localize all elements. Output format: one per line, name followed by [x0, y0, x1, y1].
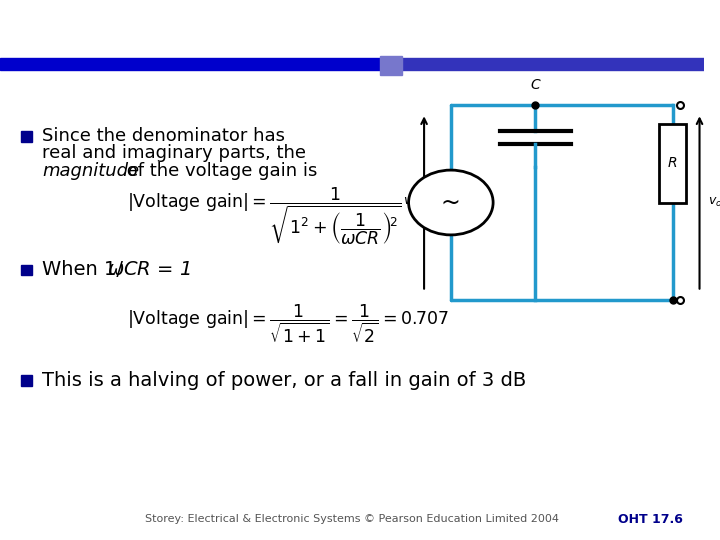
- Text: $\omega$CR = 1: $\omega$CR = 1: [107, 260, 191, 279]
- Text: magnitude: magnitude: [42, 162, 140, 180]
- Text: $v_i$: $v_i$: [402, 196, 415, 209]
- Text: This is a halving of power, or a fall in gain of 3 dB: This is a halving of power, or a fall in…: [42, 370, 526, 390]
- Bar: [380, 56, 402, 75]
- Text: Storey: Electrical & Electronic Systems © Pearson Education Limited 2004: Storey: Electrical & Electronic Systems …: [145, 515, 559, 524]
- Bar: [21, 131, 32, 142]
- Text: ~: ~: [441, 191, 461, 214]
- Circle shape: [408, 170, 493, 235]
- Bar: [21, 265, 32, 275]
- Text: $|\mathrm{Voltage\ gain}| = \dfrac{1}{\sqrt{1^2 + \left(\dfrac{1}{\omega CR}\rig: $|\mathrm{Voltage\ gain}| = \dfrac{1}{\s…: [127, 185, 402, 247]
- Text: of the voltage gain is: of the voltage gain is: [121, 162, 318, 180]
- Text: When 1/: When 1/: [42, 260, 123, 279]
- Bar: [398, 58, 704, 70]
- Text: real and imaginary parts, the: real and imaginary parts, the: [42, 144, 306, 163]
- Bar: [660, 124, 686, 202]
- Text: $v_o$: $v_o$: [708, 196, 720, 209]
- Text: $|\mathrm{Voltage\ gain}| = \dfrac{1}{\sqrt{1+1}} = \dfrac{1}{\sqrt{2}} = 0.707$: $|\mathrm{Voltage\ gain}| = \dfrac{1}{\s…: [127, 303, 449, 345]
- Text: R: R: [668, 157, 678, 170]
- Text: Since the denominator has: Since the denominator has: [42, 126, 285, 145]
- Text: OHT 17.6: OHT 17.6: [618, 513, 683, 526]
- Text: C: C: [531, 78, 540, 92]
- Bar: [21, 375, 32, 386]
- Bar: [0, 58, 380, 70]
